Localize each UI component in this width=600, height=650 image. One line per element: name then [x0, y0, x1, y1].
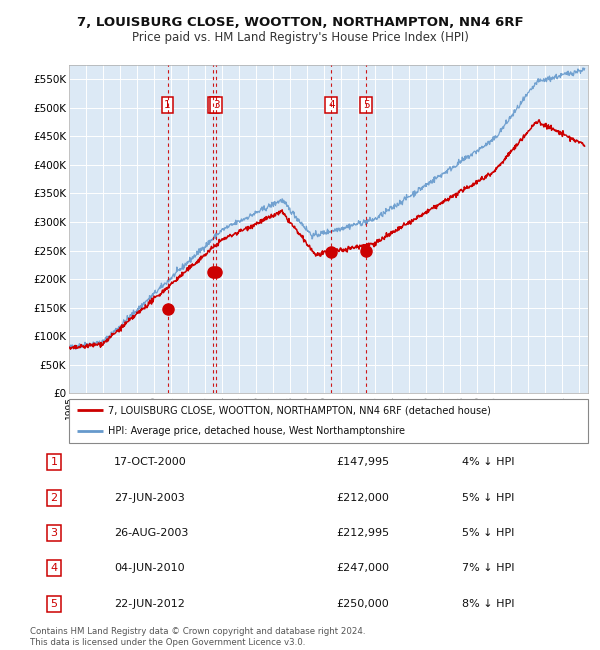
Text: 26-AUG-2003: 26-AUG-2003	[114, 528, 188, 538]
Text: 7, LOUISBURG CLOSE, WOOTTON, NORTHAMPTON, NN4 6RF (detached house): 7, LOUISBURG CLOSE, WOOTTON, NORTHAMPTON…	[108, 405, 491, 415]
Text: £250,000: £250,000	[336, 599, 389, 609]
Text: 8% ↓ HPI: 8% ↓ HPI	[462, 599, 515, 609]
Text: 27-JUN-2003: 27-JUN-2003	[114, 493, 185, 503]
Text: 3: 3	[50, 528, 58, 538]
FancyBboxPatch shape	[69, 399, 588, 443]
Text: 4% ↓ HPI: 4% ↓ HPI	[462, 457, 515, 467]
Text: £147,995: £147,995	[336, 457, 389, 467]
Text: 22-JUN-2012: 22-JUN-2012	[114, 599, 185, 609]
Text: 5: 5	[50, 599, 58, 609]
Text: 2: 2	[50, 493, 58, 503]
Text: 5% ↓ HPI: 5% ↓ HPI	[462, 493, 514, 503]
Text: Contains HM Land Registry data © Crown copyright and database right 2024.: Contains HM Land Registry data © Crown c…	[30, 627, 365, 636]
Text: £212,000: £212,000	[336, 493, 389, 503]
Text: 4: 4	[328, 100, 335, 110]
Text: £212,995: £212,995	[336, 528, 389, 538]
Text: 4: 4	[50, 563, 58, 573]
Text: £247,000: £247,000	[336, 563, 389, 573]
Text: 5% ↓ HPI: 5% ↓ HPI	[462, 528, 514, 538]
Text: HPI: Average price, detached house, West Northamptonshire: HPI: Average price, detached house, West…	[108, 426, 405, 436]
Text: 7% ↓ HPI: 7% ↓ HPI	[462, 563, 515, 573]
Text: 17-OCT-2000: 17-OCT-2000	[114, 457, 187, 467]
Text: 1: 1	[164, 100, 171, 110]
Text: 04-JUN-2010: 04-JUN-2010	[114, 563, 185, 573]
Text: 7, LOUISBURG CLOSE, WOOTTON, NORTHAMPTON, NN4 6RF: 7, LOUISBURG CLOSE, WOOTTON, NORTHAMPTON…	[77, 16, 523, 29]
Text: 1: 1	[50, 457, 58, 467]
Text: This data is licensed under the Open Government Licence v3.0.: This data is licensed under the Open Gov…	[30, 638, 305, 647]
Text: 3: 3	[213, 100, 220, 110]
Text: Price paid vs. HM Land Registry's House Price Index (HPI): Price paid vs. HM Land Registry's House …	[131, 31, 469, 44]
Text: 5: 5	[363, 100, 370, 110]
Text: 2: 2	[210, 100, 217, 110]
